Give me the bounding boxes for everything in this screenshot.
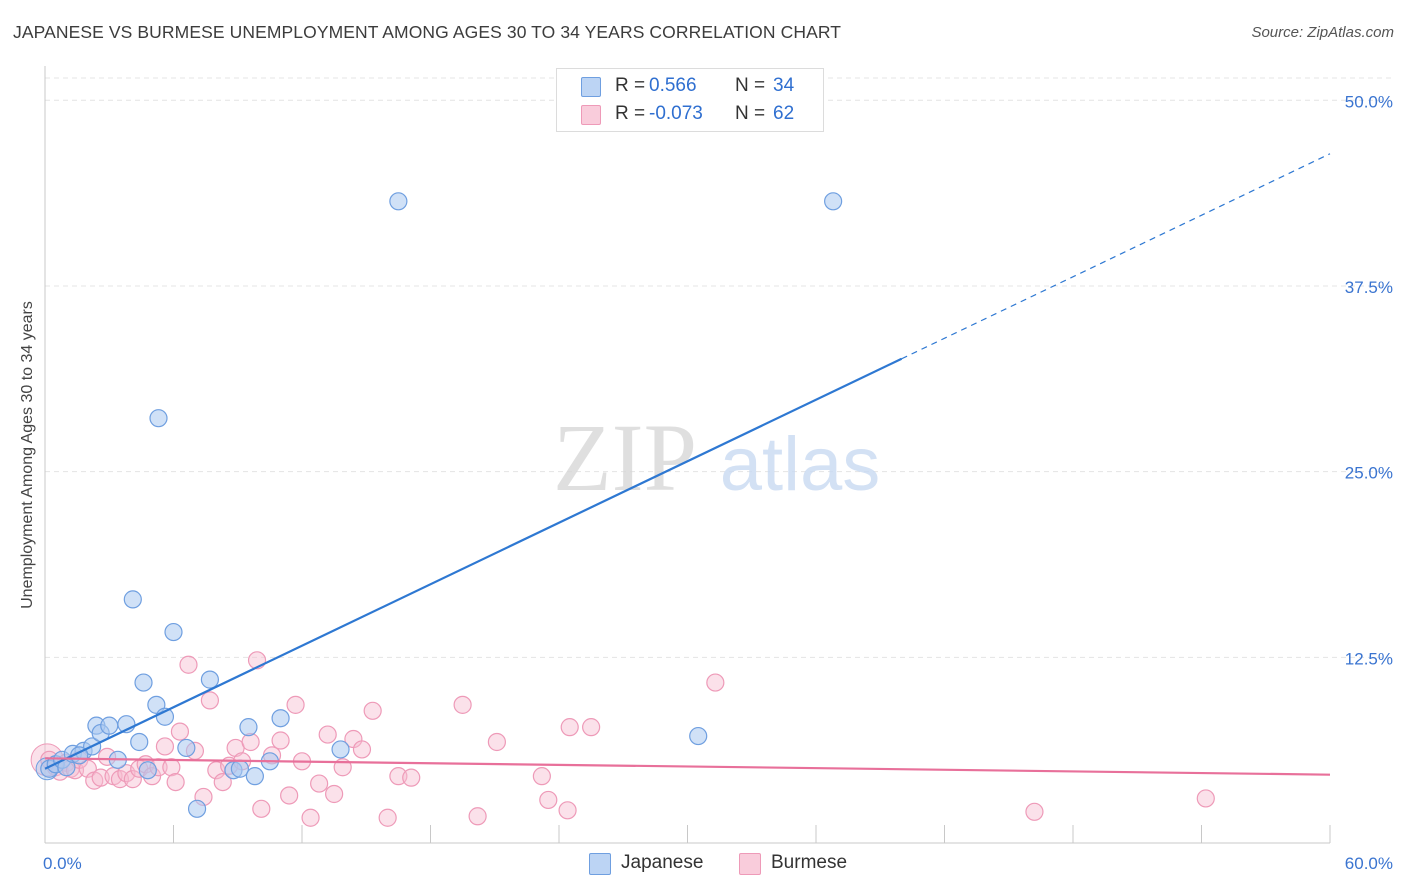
burmese-point (286, 695, 305, 714)
japanese-point (245, 767, 264, 786)
japanese-swatch (581, 77, 601, 97)
burmese-point (468, 807, 487, 826)
burmese-point (487, 732, 506, 752)
legend-burmese-r: -0.073 (649, 103, 703, 124)
burmese-point (402, 768, 421, 787)
legend-r-label: R = (615, 75, 646, 96)
japanese-legend-swatch (589, 853, 611, 875)
burmese-point (200, 691, 220, 710)
y-tick-label: 12.5% (1345, 649, 1393, 668)
burmese-point (123, 770, 142, 789)
legend-r-label: R = (615, 103, 646, 124)
japanese-point (331, 740, 350, 759)
burmese-point (310, 774, 329, 793)
correlation-legend: R = 0.566 N = 34 R = -0.073 N = 62 (556, 68, 824, 132)
japanese-point (149, 409, 168, 428)
grid-lines (45, 77, 1392, 658)
burmese-point (1196, 789, 1215, 808)
burmese-points (30, 651, 1215, 827)
japanese-point (200, 670, 220, 689)
japanese-point (389, 192, 408, 211)
burmese-point (213, 772, 232, 792)
legend-burmese-n: 62 (773, 103, 795, 124)
japanese-legend-label: Japanese (621, 852, 704, 873)
x-tick-label: 60.0% (1345, 854, 1393, 873)
y-tick-label: 25.0% (1345, 464, 1393, 483)
japanese-point (138, 761, 157, 780)
burmese-point (558, 801, 577, 820)
japanese-point (230, 759, 249, 778)
japanese-point (177, 738, 196, 758)
y-tick-label: 37.5% (1345, 278, 1393, 297)
chart-title: JAPANESE VS BURMESE UNEMPLOYMENT AMONG A… (13, 22, 842, 42)
burmese-point (363, 701, 382, 720)
burmese-point (1025, 802, 1044, 821)
legend-japanese-r: 0.566 (649, 75, 697, 96)
japanese-point (134, 673, 153, 692)
burmese-point (179, 655, 198, 674)
burmese-point (271, 731, 290, 750)
burmese-point (532, 767, 551, 786)
burmese-point (706, 673, 725, 692)
burmese-legend-label: Burmese (771, 852, 848, 873)
japanese-point (239, 718, 258, 737)
burmese-point (162, 758, 181, 777)
watermark-atlas: atlas (720, 422, 881, 507)
japanese-point (187, 799, 207, 818)
japanese-point (130, 732, 149, 752)
burmese-point (301, 808, 320, 827)
japanese-point (164, 622, 183, 642)
japanese-point (689, 726, 708, 746)
burmese-point (280, 786, 299, 805)
burmese-point (560, 718, 579, 737)
japanese-point (824, 192, 843, 211)
burmese-point (352, 740, 372, 759)
x-tick-label: 0.0% (43, 854, 82, 873)
burmese-point (170, 722, 190, 741)
tick-labels: 12.5% 25.0% 37.5% 50.0% 0.0% 60.0% (43, 92, 1393, 873)
legend-n-label: N = (735, 103, 766, 124)
burmese-point (378, 808, 397, 827)
burmese-point (318, 725, 337, 744)
y-tick-label: 50.0% (1345, 92, 1393, 111)
burmese-point (241, 732, 260, 752)
japanese-point (100, 716, 119, 735)
watermark: ZIP atlas (553, 404, 880, 511)
source-label: Source: ZipAtlas.com (1251, 24, 1394, 41)
axes (44, 66, 1331, 844)
burmese-point (325, 784, 344, 804)
burmese-point (252, 799, 271, 818)
watermark-zip: ZIP (553, 404, 697, 511)
burmese-swatch (581, 105, 601, 125)
burmese-point (582, 718, 601, 737)
legend-n-label: N = (735, 75, 766, 96)
burmese-point (539, 790, 558, 810)
japanese-trend-extension (901, 153, 1331, 360)
japanese-trend-line (44, 357, 903, 770)
trend-lines (44, 153, 1331, 776)
burmese-point (166, 772, 185, 792)
legend-japanese-n: 34 (773, 75, 795, 96)
japanese-point (123, 590, 142, 609)
burmese-point (453, 695, 472, 714)
burmese-legend-swatch (739, 853, 761, 875)
burmese-point (155, 737, 175, 756)
burmese-trend-line (44, 757, 1331, 776)
japanese-point (271, 709, 290, 728)
